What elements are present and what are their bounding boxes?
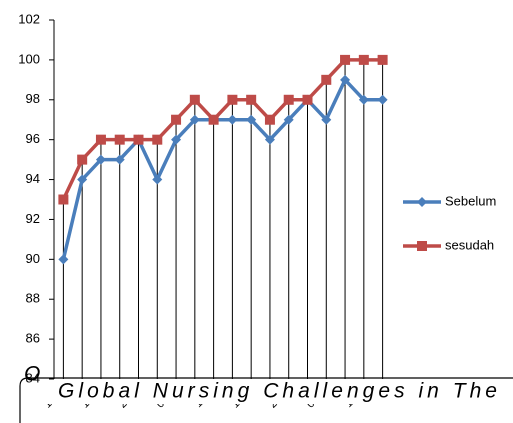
marker xyxy=(77,174,88,185)
marker xyxy=(264,114,275,125)
marker xyxy=(227,94,238,105)
marker xyxy=(133,134,144,145)
marker xyxy=(283,94,294,105)
marker xyxy=(377,54,388,65)
y-tick-label: 86 xyxy=(26,331,40,346)
marker xyxy=(246,94,257,105)
y-tick-label: 94 xyxy=(26,171,40,186)
y-tick-label: 92 xyxy=(26,211,40,226)
y-tick-label: 84 xyxy=(26,370,40,385)
overlay-prefix: O xyxy=(24,363,41,386)
marker xyxy=(321,114,332,125)
marker xyxy=(264,134,275,145)
marker xyxy=(95,134,106,145)
plot: 84 86 88 90 92 94 96 98 100 102 xyxy=(18,11,388,385)
marker xyxy=(417,241,427,251)
marker xyxy=(58,254,69,265)
marker xyxy=(321,74,332,85)
marker xyxy=(340,74,351,85)
marker xyxy=(95,154,106,165)
legend-label: Sebelum xyxy=(445,193,496,208)
marker xyxy=(358,94,369,105)
marker xyxy=(152,134,163,145)
marker xyxy=(208,114,219,125)
y-tick-label: 98 xyxy=(26,91,40,106)
marker xyxy=(77,154,88,165)
series-line xyxy=(61,58,383,201)
marker xyxy=(377,94,388,105)
marker xyxy=(417,197,427,207)
marker xyxy=(283,114,294,125)
marker xyxy=(227,114,238,125)
marker xyxy=(189,114,200,125)
y-tick-label: 102 xyxy=(18,11,40,26)
marker xyxy=(246,114,257,125)
series-line xyxy=(61,76,383,260)
y-tick-label: 90 xyxy=(26,251,40,266)
marker xyxy=(358,54,369,65)
overlay-text: Global Nursing Challenges in The xyxy=(58,380,498,403)
marker xyxy=(114,134,125,145)
overlay-box xyxy=(40,380,513,404)
marker xyxy=(302,94,313,105)
y-tick-label: 88 xyxy=(26,291,40,306)
legend-label: sesudah xyxy=(445,237,494,252)
marker xyxy=(58,194,69,205)
marker xyxy=(171,134,182,145)
marker xyxy=(171,114,182,125)
marker xyxy=(114,154,125,165)
marker xyxy=(189,94,200,105)
y-tick-label: 100 xyxy=(18,51,40,66)
overlay-border xyxy=(19,377,513,423)
y-tick-label: 96 xyxy=(26,131,40,146)
marker xyxy=(152,174,163,185)
marker xyxy=(340,54,351,65)
